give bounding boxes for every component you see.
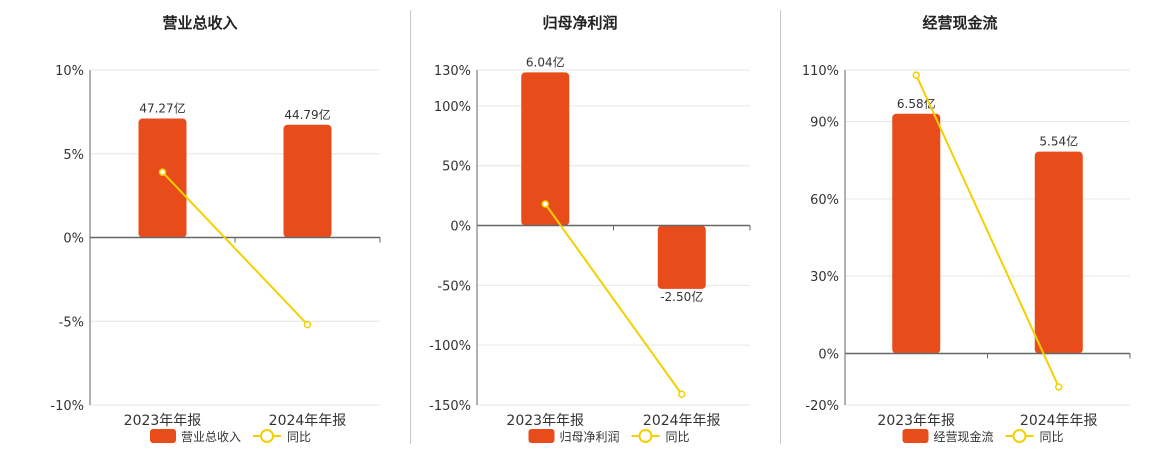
x-tick-label: 2024年年报: [1020, 413, 1098, 429]
bar-data-label: 5.54亿: [1039, 134, 1078, 149]
y-tick-label: 60%: [810, 193, 839, 208]
y-tick-label: -5%: [59, 315, 84, 330]
y-tick-label: -50%: [437, 279, 471, 294]
yoy-line: [161, 171, 309, 326]
bar-data-label: 47.27亿: [139, 101, 185, 116]
legend-swatch-bar: [150, 429, 176, 443]
bar-data-label: 6.58亿: [897, 96, 936, 111]
x-tick-label: 2023年年报: [124, 413, 202, 429]
bar-data-label: 44.79亿: [284, 107, 330, 122]
yoy-point: [912, 71, 920, 79]
legend-label-line: 同比: [287, 430, 311, 444]
bar-data-label: -2.50亿: [660, 289, 703, 304]
chart-panel-revenue: 营业总收入 10% 5% 0% -5% -10% 47.27亿 44.79亿 2023年年报 2…: [10, 0, 390, 450]
legend-label-line: 同比: [1040, 430, 1064, 444]
y-tick-label: 130%: [434, 64, 471, 79]
y-tick-label: -150%: [429, 399, 471, 414]
legend-swatch-bar: [902, 429, 929, 443]
bar: [892, 113, 941, 354]
legend-label-bar: 归母净利润: [560, 430, 620, 444]
y-tick-label: -10%: [50, 399, 84, 414]
yoy-point: [303, 320, 312, 329]
panel-divider: [780, 10, 781, 444]
chart-title-net-profit: 归母净利润: [542, 14, 618, 32]
y-tick-label: -20%: [805, 399, 839, 414]
bar: [1034, 151, 1083, 354]
bar: [657, 225, 706, 289]
y-tick-label: 0%: [450, 220, 471, 235]
legend-label-bar: 营业总收入: [181, 430, 241, 444]
x-tick-label: 2024年年报: [269, 413, 347, 429]
bar: [138, 118, 187, 238]
yoy-line: [544, 203, 683, 395]
y-tick-label: 110%: [802, 64, 839, 79]
chart-panel-net-profit: 归母净利润 130% 100% 50% 0% -50% -100% -150% 6.04亿 -2…: [390, 0, 770, 450]
chart-panel-cashflow: 经营现金流 110% 90% 60% 30% 0% -20% 6.58亿 5.54亿 2023年…: [770, 0, 1150, 450]
chart-title-revenue: 营业总收入: [162, 14, 238, 32]
legend-swatch-marker: [638, 429, 653, 443]
y-tick-label: 0%: [63, 232, 84, 247]
legend-swatch-marker: [1012, 429, 1027, 443]
chart-title-cashflow: 经营现金流: [922, 14, 998, 32]
chart-svg-revenue: 10% 5% 0% -5% -10% 47.27亿 44.79亿 2023年年报 2024年年报…: [50, 64, 381, 444]
y-tick-label: -100%: [429, 339, 471, 354]
chart-svg-net-profit: 130% 100% 50% 0% -50% -100% -150% 6.04亿 -2.50亿 20…: [429, 54, 751, 444]
x-tick-label: 2023年年报: [506, 413, 584, 429]
y-tick-label: 100%: [434, 100, 471, 115]
yoy-line: [915, 74, 1060, 388]
panel-divider: [410, 10, 411, 444]
bar: [521, 72, 570, 226]
x-tick-label: 2023年年报: [877, 413, 955, 429]
legend-label-line: 同比: [666, 430, 690, 444]
y-tick-label: 30%: [810, 270, 839, 285]
bar-data-label: 6.04亿: [526, 54, 565, 69]
y-tick-label: 5%: [63, 148, 84, 163]
legend-swatch-bar: [528, 429, 555, 443]
y-tick-label: 90%: [810, 116, 839, 131]
y-tick-label: 50%: [442, 160, 471, 175]
chart-svg-cashflow: 110% 90% 60% 30% 0% -20% 6.58亿 5.54亿 2023年年报 2024…: [802, 64, 1131, 444]
legend-swatch-marker: [260, 429, 274, 443]
bar: [283, 124, 332, 238]
x-tick-label: 2024年年报: [643, 413, 721, 429]
yoy-point: [158, 168, 167, 176]
y-tick-label: 0%: [818, 347, 839, 362]
legend-label-bar: 经营现金流: [934, 429, 994, 444]
yoy-point: [678, 390, 686, 398]
yoy-point: [1055, 383, 1063, 391]
y-tick-label: 10%: [55, 64, 84, 79]
yoy-point: [541, 200, 549, 208]
